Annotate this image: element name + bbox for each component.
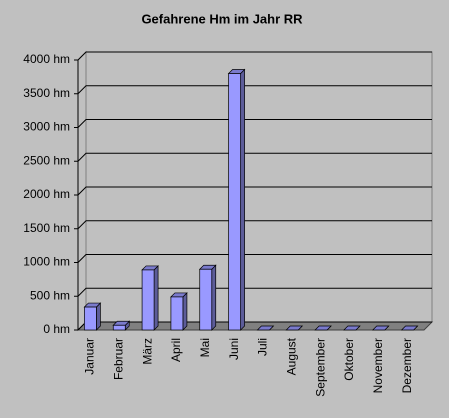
y-tick-label: 1500 hm	[23, 221, 70, 235]
grid-line	[77, 119, 432, 128]
bar	[285, 325, 304, 331]
y-tick-label: 0 hm	[43, 322, 70, 336]
chart-title: Gefahrene Hm im Jahr RR	[141, 11, 303, 26]
grid-line	[77, 85, 432, 95]
bar-front	[228, 73, 241, 331]
y-tick-label: 2500 hm	[23, 153, 70, 167]
bar-front	[199, 268, 213, 331]
y-tick-label: 3000 hm	[23, 120, 70, 134]
bar-front	[112, 324, 126, 331]
grid-line	[77, 186, 432, 196]
x-tick-label: April	[169, 338, 183, 362]
bar-top	[285, 325, 304, 331]
grid-line	[77, 220, 432, 230]
y-tick-label: 500 hm	[30, 288, 70, 302]
bar	[198, 264, 217, 331]
x-tick-label: November	[371, 338, 385, 393]
bar-front	[84, 306, 97, 331]
y-tick-label: 3500 hm	[23, 86, 70, 100]
bar-front	[141, 269, 155, 331]
bar	[83, 302, 102, 331]
x-tick-label: Dezember	[400, 338, 414, 393]
x-tick-label: März	[140, 338, 154, 365]
bar	[256, 325, 275, 331]
bar-top	[256, 325, 275, 331]
bar-side	[96, 302, 101, 331]
bar-front	[170, 296, 184, 331]
bar	[343, 325, 361, 331]
x-tick-label: Mai	[198, 338, 212, 357]
grid-line	[77, 287, 432, 297]
bar-side	[240, 68, 245, 331]
x-tick-label: Juli	[256, 338, 270, 356]
grid-line	[77, 152, 432, 162]
bar	[112, 320, 131, 331]
bar-side	[211, 264, 217, 331]
bar-top	[400, 325, 419, 331]
grid-line	[77, 254, 432, 263]
bar	[371, 325, 390, 331]
bar-top	[371, 325, 390, 331]
y-tick-label: 1000 hm	[23, 255, 70, 269]
x-tick-label: August	[284, 337, 298, 375]
x-tick-label: September	[313, 338, 327, 397]
y-tick-label: 2000 hm	[23, 187, 70, 201]
bar-side	[182, 292, 188, 331]
bar	[170, 292, 188, 331]
x-tick-label: Januar	[83, 338, 97, 375]
bar-top	[314, 325, 332, 331]
x-tick-label: Februar	[111, 338, 125, 380]
bar	[400, 325, 419, 331]
bar	[227, 68, 246, 331]
x-tick-label: Juni	[227, 338, 241, 360]
y-tick-label: 4000 hm	[23, 52, 70, 66]
grid-line	[77, 51, 432, 61]
bar-side	[153, 265, 159, 331]
bar	[314, 325, 332, 331]
bar	[141, 265, 159, 331]
x-tick-label: Oktober	[342, 338, 356, 381]
bar-top	[343, 325, 361, 331]
